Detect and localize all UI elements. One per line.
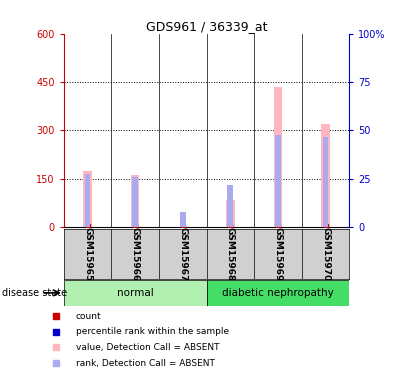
Text: GSM15967: GSM15967 [178,227,187,281]
Text: count: count [76,312,102,321]
Bar [83,171,92,227]
Text: rank, Detection Call = ABSENT: rank, Detection Call = ABSENT [76,358,215,368]
Text: percentile rank within the sample: percentile rank within the sample [76,327,229,336]
Bar [321,124,330,227]
Bar [226,200,235,227]
Title: GDS961 / 36339_at: GDS961 / 36339_at [146,20,267,33]
Bar [132,177,138,227]
Text: GSM15965: GSM15965 [83,227,92,281]
Bar [85,174,90,227]
Bar [323,137,328,227]
Text: GSM15969: GSM15969 [273,227,282,281]
Text: disease state: disease state [2,288,67,298]
Bar [206,280,349,306]
Text: GSM15970: GSM15970 [321,227,330,281]
Text: value, Detection Call = ABSENT: value, Detection Call = ABSENT [76,343,219,352]
Bar [275,135,281,227]
Text: normal: normal [117,288,153,298]
Bar [64,280,206,306]
Text: GSM15966: GSM15966 [131,227,140,281]
Bar [131,176,139,227]
Bar [180,212,186,227]
Bar [274,87,282,227]
Bar [227,185,233,227]
Text: diabetic nephropathy: diabetic nephropathy [222,288,334,298]
Text: GSM15968: GSM15968 [226,227,235,281]
